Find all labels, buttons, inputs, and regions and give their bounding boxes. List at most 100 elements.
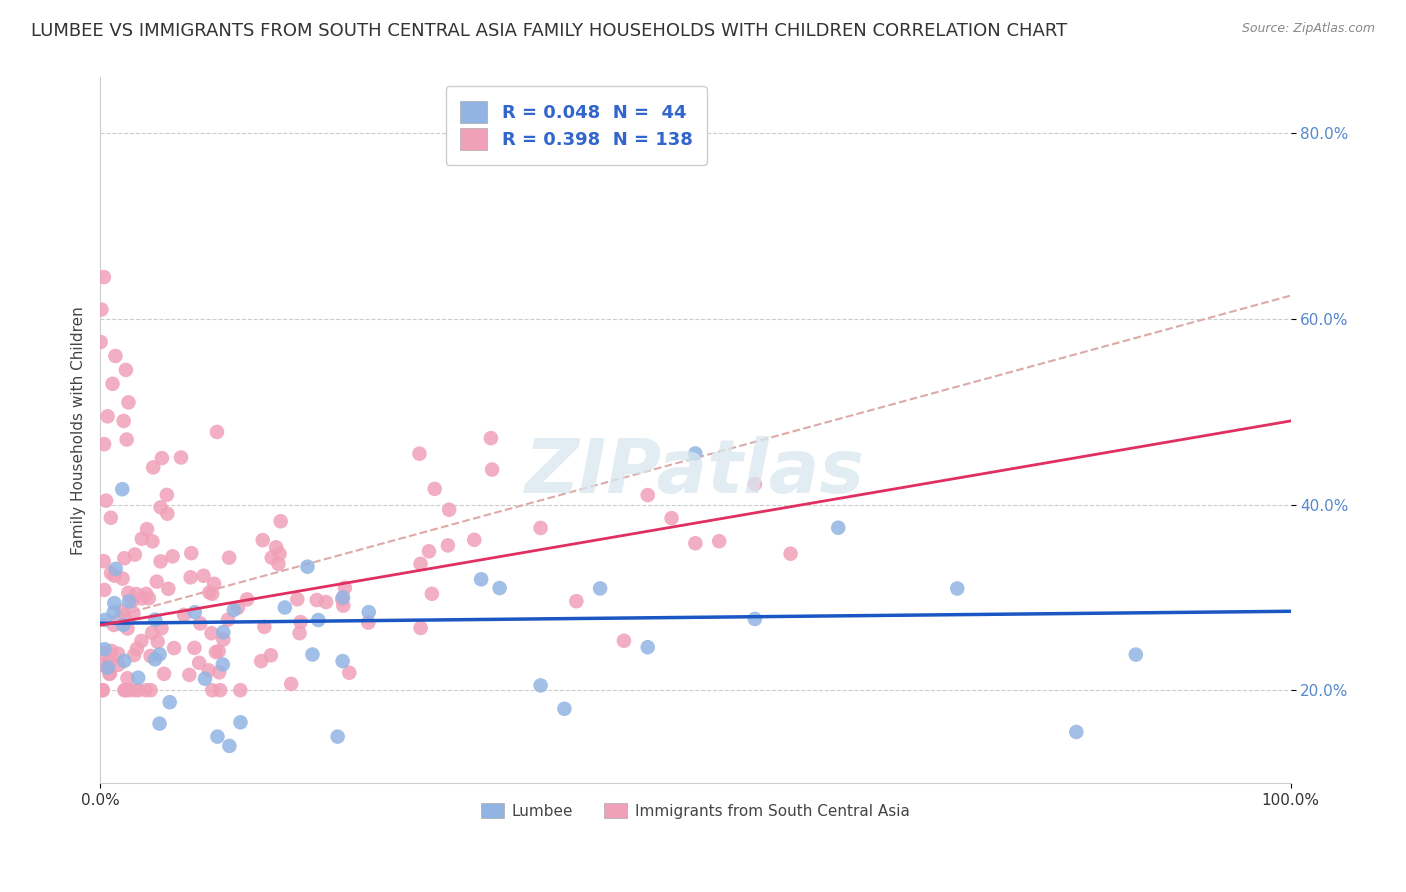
Point xyxy=(100,644,122,658)
Point xyxy=(305,593,328,607)
Point xyxy=(145,574,167,589)
Point xyxy=(180,570,202,584)
Text: Source: ZipAtlas.com: Source: ZipAtlas.com xyxy=(1241,22,1375,36)
Point xyxy=(138,591,160,606)
Text: ZIPatlas: ZIPatlas xyxy=(526,436,865,509)
Point xyxy=(94,493,117,508)
Point xyxy=(481,462,503,476)
Point xyxy=(188,656,211,670)
Point xyxy=(150,451,173,466)
Point xyxy=(149,554,172,568)
Point xyxy=(332,654,354,668)
Point xyxy=(274,600,297,615)
Point xyxy=(946,582,969,596)
Point xyxy=(290,615,312,629)
Point xyxy=(143,652,166,666)
Point xyxy=(744,477,766,491)
Point xyxy=(90,334,112,349)
Point xyxy=(98,666,121,681)
Point xyxy=(100,510,122,524)
Point xyxy=(117,671,139,685)
Point xyxy=(117,395,139,409)
Point xyxy=(333,581,356,595)
Point xyxy=(93,647,115,661)
Point xyxy=(112,607,135,622)
Point xyxy=(142,460,165,475)
Point xyxy=(217,613,239,627)
Point xyxy=(637,640,659,655)
Point xyxy=(135,683,157,698)
Point xyxy=(141,534,163,549)
Point xyxy=(297,559,319,574)
Point xyxy=(125,587,148,601)
Point xyxy=(218,550,240,565)
Point xyxy=(709,534,731,549)
Point xyxy=(179,668,201,682)
Point xyxy=(117,622,139,636)
Point xyxy=(112,683,135,698)
Point xyxy=(150,621,173,635)
Point xyxy=(135,587,157,601)
Point xyxy=(104,562,127,576)
Point xyxy=(125,641,148,656)
Y-axis label: Family Households with Children: Family Households with Children xyxy=(72,306,86,555)
Point xyxy=(103,618,125,632)
Point xyxy=(115,433,138,447)
Point xyxy=(149,648,172,662)
Point xyxy=(94,613,117,627)
Point xyxy=(637,488,659,502)
Point xyxy=(409,621,432,635)
Text: LUMBEE VS IMMIGRANTS FROM SOUTH CENTRAL ASIA FAMILY HOUSEHOLDS WITH CHILDREN COR: LUMBEE VS IMMIGRANTS FROM SOUTH CENTRAL … xyxy=(31,22,1067,40)
Point xyxy=(118,594,141,608)
Point xyxy=(194,672,217,686)
Point xyxy=(139,683,162,698)
Point xyxy=(463,533,485,547)
Point xyxy=(103,606,125,620)
Point xyxy=(149,500,172,515)
Point xyxy=(201,683,224,698)
Point xyxy=(212,625,235,640)
Point xyxy=(112,618,135,632)
Point xyxy=(212,632,235,647)
Point xyxy=(330,592,353,607)
Point xyxy=(288,626,311,640)
Point xyxy=(207,730,229,744)
Point xyxy=(156,507,179,521)
Point xyxy=(156,488,179,502)
Point xyxy=(131,591,153,606)
Point xyxy=(139,648,162,663)
Point xyxy=(437,538,460,552)
Point xyxy=(208,665,231,680)
Point xyxy=(661,511,683,525)
Point xyxy=(252,533,274,548)
Point xyxy=(114,683,136,698)
Point xyxy=(479,431,502,445)
Point xyxy=(337,665,360,680)
Point xyxy=(229,683,252,698)
Point xyxy=(267,557,290,571)
Point xyxy=(198,585,221,599)
Point xyxy=(146,634,169,648)
Point xyxy=(409,557,432,571)
Point xyxy=(112,414,135,428)
Point xyxy=(315,595,337,609)
Point xyxy=(253,620,276,634)
Point xyxy=(208,644,231,658)
Point xyxy=(270,514,292,528)
Point xyxy=(229,715,252,730)
Point xyxy=(202,576,225,591)
Point xyxy=(779,547,801,561)
Point xyxy=(437,502,460,516)
Point xyxy=(260,550,283,565)
Point xyxy=(118,683,141,698)
Point xyxy=(101,376,124,391)
Point xyxy=(122,648,145,662)
Point xyxy=(148,716,170,731)
Point xyxy=(93,582,115,597)
Point xyxy=(529,521,551,535)
Point xyxy=(183,640,205,655)
Point xyxy=(90,657,112,672)
Point xyxy=(112,654,135,668)
Point xyxy=(226,600,249,615)
Point xyxy=(209,683,232,698)
